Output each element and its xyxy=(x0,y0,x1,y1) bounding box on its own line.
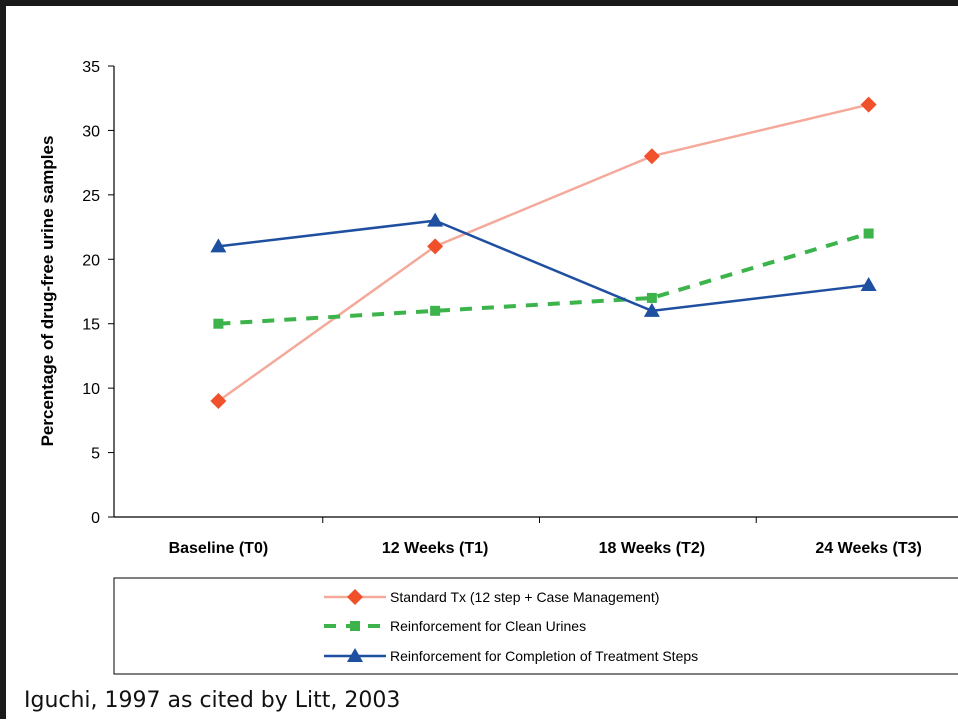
series-group xyxy=(210,96,877,410)
data-point xyxy=(427,238,444,255)
legend-marker xyxy=(347,648,363,662)
data-point xyxy=(213,318,224,329)
data-point xyxy=(210,238,227,253)
x-category-label: 18 Weeks (T2) xyxy=(599,540,705,557)
x-category-label: Baseline (T0) xyxy=(169,540,269,557)
x-axis-ticks: Baseline (T0) 12 Weeks (T1) 18 Weeks (T2) 2… xyxy=(169,517,922,557)
citation-text: Iguchi, 1997 as cited by Litt, 2003 xyxy=(24,688,401,713)
legend-entry: Standard Tx (12 step + Case Management) xyxy=(324,589,659,605)
y-tick-label: 15 xyxy=(82,317,100,334)
legend: Standard Tx (12 step + Case Management) R… xyxy=(324,589,698,664)
legend-label: Reinforcement for Clean Urines xyxy=(390,618,586,634)
series-line xyxy=(218,219,869,313)
legend-entry: Reinforcement for Clean Urines xyxy=(324,618,586,634)
legend-box xyxy=(113,577,958,675)
y-tick-label: 5 xyxy=(91,446,100,463)
legend-label: Standard Tx (12 step + Case Management) xyxy=(390,589,659,605)
y-tick-label: 30 xyxy=(82,123,100,140)
legend-entry: Reinforcement for Completion of Treatmen… xyxy=(324,648,698,664)
x-category-label: 12 Weeks (T1) xyxy=(382,540,488,557)
y-tick-label: 10 xyxy=(82,381,100,398)
series-2 xyxy=(213,228,874,329)
series-3 xyxy=(210,212,877,317)
series-1 xyxy=(210,96,877,410)
data-point xyxy=(643,302,660,317)
line-chart: 0 5 10 15 20 25 30 35 Baseline (T0) 12 Weeks (T1… xyxy=(38,59,958,675)
y-axis-ticks: 0 5 10 15 20 25 30 35 xyxy=(82,59,114,527)
data-point xyxy=(863,228,874,239)
data-point xyxy=(427,212,444,227)
axes xyxy=(113,66,958,518)
series-line xyxy=(217,103,869,403)
data-point xyxy=(643,148,660,165)
y-axis-title: Percentage of drug-free urine samples xyxy=(38,136,57,447)
data-point xyxy=(646,292,657,303)
legend-marker xyxy=(350,621,360,631)
legend-label: Reinforcement for Completion of Treatmen… xyxy=(390,648,698,664)
y-tick-label: 25 xyxy=(82,188,100,205)
series-line xyxy=(218,231,870,326)
data-point xyxy=(210,393,227,410)
data-point xyxy=(430,305,441,316)
legend-marker xyxy=(347,589,363,605)
x-category-label: 24 Weeks (T3) xyxy=(815,540,921,557)
y-tick-label: 20 xyxy=(82,252,100,269)
data-point xyxy=(860,277,877,292)
y-tick-label: 35 xyxy=(82,59,100,76)
y-tick-label: 0 xyxy=(91,510,100,527)
data-point xyxy=(860,96,877,113)
